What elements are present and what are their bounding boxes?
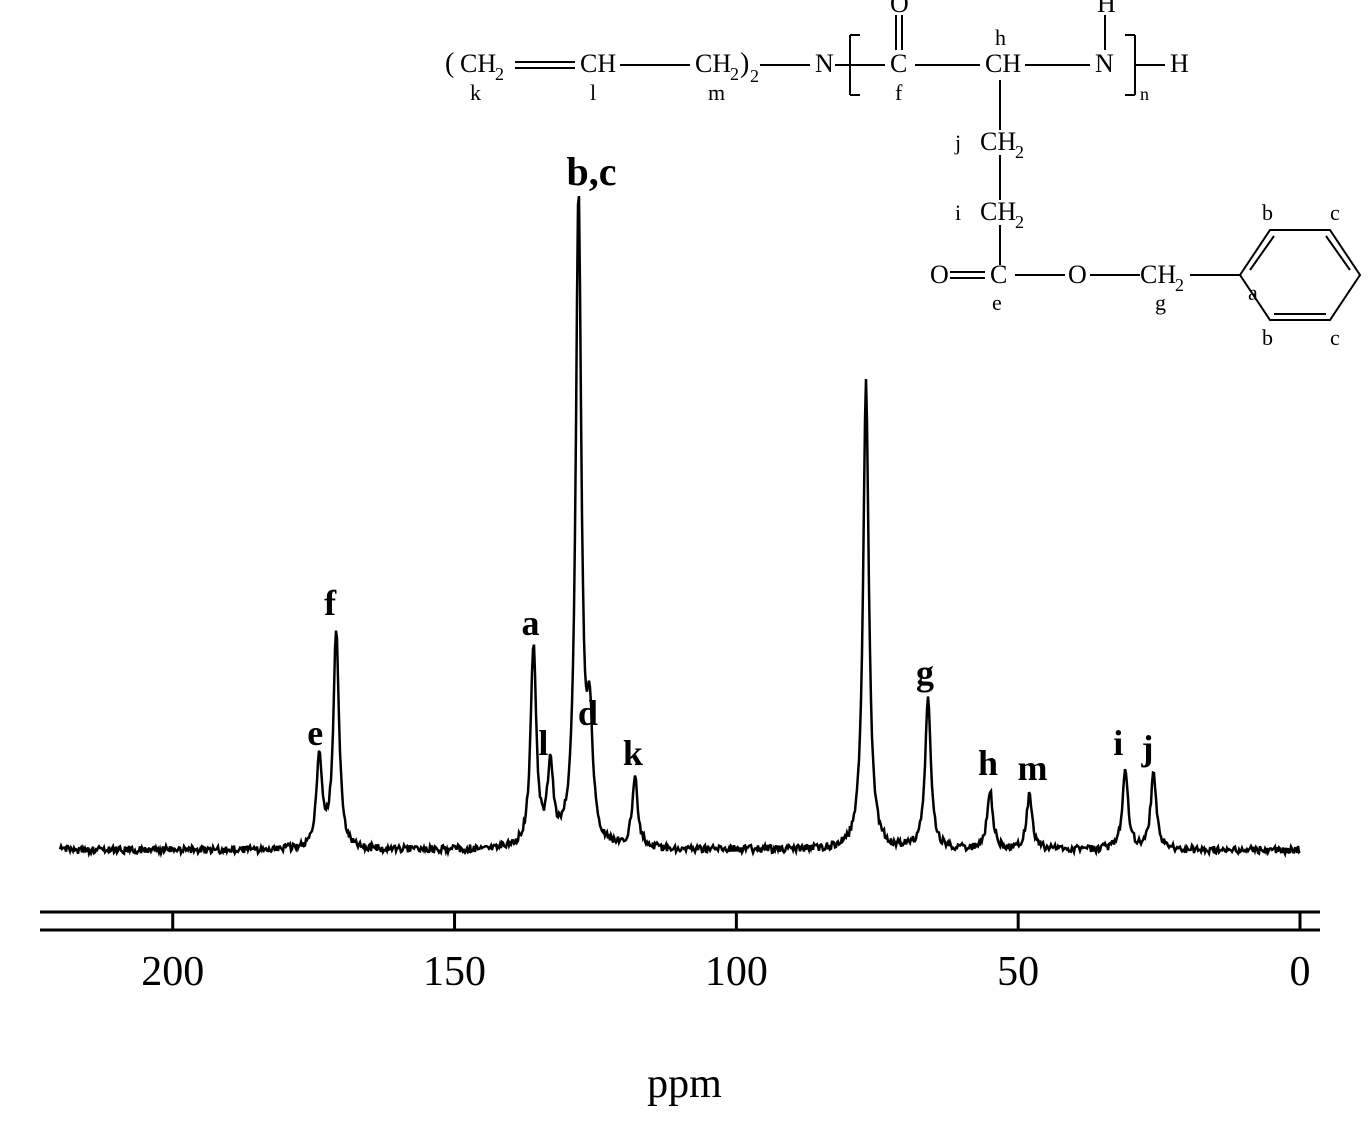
peak-label-d: d <box>578 692 598 734</box>
x-axis-label: ppm <box>0 1060 1369 1108</box>
peak-label-g: g <box>916 652 934 694</box>
peak-label-j: j <box>1141 727 1153 769</box>
tick-label-0: 0 <box>1290 949 1311 995</box>
peak-label-f: f <box>324 582 336 624</box>
peak-label-k: k <box>623 732 643 774</box>
tick-label-50: 50 <box>997 949 1039 995</box>
tick-label-150: 150 <box>423 949 486 995</box>
peak-label-e: e <box>307 712 323 754</box>
peak-label-l: l <box>538 722 548 764</box>
tick-label-200: 200 <box>141 949 204 995</box>
peak-label-a: a <box>521 602 539 644</box>
peak-label-h: h <box>978 742 998 784</box>
figure-container: ( CH 2 CH CH 2 ) 2 N C O CH N H n H CH 2… <box>0 0 1369 1138</box>
peak-label-m: m <box>1017 747 1047 789</box>
tick-label-100: 100 <box>705 949 768 995</box>
peak-label-i: i <box>1113 722 1123 764</box>
peak-label-b-c: b,c <box>567 148 617 195</box>
nmr-spectrum: 0 50 100 150 200 <box>0 0 1369 1138</box>
